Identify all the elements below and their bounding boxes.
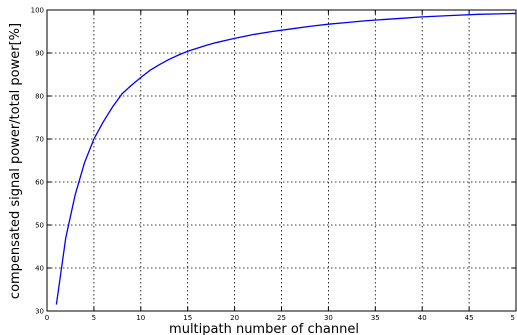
x-tick-label: 35 — [371, 314, 380, 322]
x-tick-label: 0 — [45, 314, 49, 322]
y-tick-label: 100 — [31, 7, 44, 15]
x-axis-title: multipath number of channel — [169, 322, 359, 335]
tick-marks — [46, 9, 517, 312]
x-tick-label: 5 — [92, 314, 96, 322]
grid-lines — [47, 10, 516, 311]
y-tick-label: 50 — [35, 222, 44, 230]
series-line — [55, 12, 517, 305]
y-tick-label: 40 — [35, 265, 44, 273]
y-tick-label: 60 — [35, 179, 44, 187]
y-tick-label: 30 — [35, 308, 44, 316]
y-tick-label: 80 — [35, 93, 44, 101]
x-tick-label: 45 — [465, 314, 474, 322]
tick-labels: 0 5 10 15 20 25 30 35 40 45 5 30 40 50 60 70 80 90 100 — [31, 7, 515, 323]
x-tick-label: 15 — [183, 314, 192, 322]
series-layer — [55, 12, 517, 305]
x-tick-label: 30 — [324, 314, 333, 322]
y-axis-title: compensated signal power/total power[%] — [8, 23, 23, 299]
x-tick-label: 20 — [230, 314, 239, 322]
y-tick-label: 70 — [35, 136, 44, 144]
x-tick-label: 25 — [277, 314, 286, 322]
y-tick-label: 90 — [35, 50, 44, 58]
x-tick-label: 40 — [418, 314, 427, 322]
x-tick-label: 10 — [136, 314, 145, 322]
x-tick-label: 5 — [511, 314, 515, 322]
